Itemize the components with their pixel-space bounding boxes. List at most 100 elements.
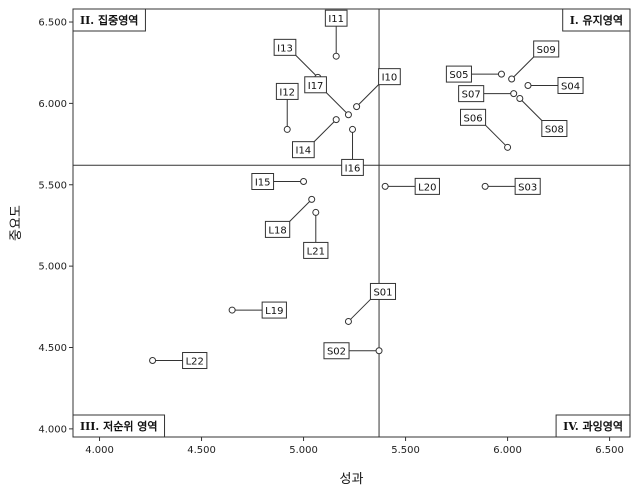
point-label: L21 (307, 246, 325, 257)
x-tick-label: 6.500 (595, 445, 624, 456)
x-tick-label: 6.000 (493, 445, 522, 456)
point-label: S01 (373, 287, 392, 298)
point-label-box (292, 141, 315, 159)
point-label-box (182, 352, 208, 370)
point-marker (344, 317, 352, 325)
leader-line (485, 124, 508, 148)
quadrant-labels: II. 집중영역 I. 유지영역 III. 저순위 영역 IV. 과잉영역 (72, 8, 631, 438)
point-label-box (323, 342, 350, 360)
point-label-box (445, 65, 472, 83)
point-label-box (261, 301, 287, 319)
point-label-box (378, 68, 401, 86)
plot-area (72, 8, 631, 438)
point-label-box (541, 120, 568, 138)
point-marker (504, 143, 512, 151)
leader-line (348, 299, 371, 322)
data-point-i17: I17 (304, 76, 352, 119)
point-label-box (341, 158, 364, 176)
y-tick-label: 4.500 (38, 343, 67, 354)
quadrant-label-box (562, 8, 631, 32)
point-marker (308, 195, 316, 203)
x-tick-label: 5.000 (289, 445, 318, 456)
point-marker (375, 347, 383, 355)
data-point-s09: S09 (508, 40, 560, 83)
point-label: L22 (186, 357, 204, 368)
data-point-i15: I15 (251, 173, 308, 191)
point-label-box (324, 9, 348, 27)
data-point-i11: I11 (324, 9, 348, 60)
point-marker (344, 111, 352, 119)
data-point-l19: L19 (228, 301, 287, 319)
point-marker (312, 208, 320, 216)
point-label: I10 (382, 73, 398, 84)
point-label-box (304, 76, 327, 94)
point-label-box (514, 177, 541, 195)
y-tick-label: 4.000 (38, 424, 67, 435)
quadrant-label-box (72, 8, 146, 32)
point-label-box (251, 173, 275, 191)
point-label-box (369, 282, 397, 300)
data-points: I11 I13 I10 I17 I12 I14 I16 S09 S05 S04 S07 S08 S06 I… (149, 9, 584, 370)
point-label: S07 (462, 90, 481, 101)
point-label: I16 (345, 163, 361, 174)
data-point-l18: L18 (264, 195, 316, 238)
point-marker (516, 95, 524, 103)
data-point-l20: L20 (381, 177, 440, 195)
y-tick-label: 6.500 (38, 18, 67, 29)
x-tick-label: 4.000 (85, 445, 114, 456)
point-marker (524, 81, 532, 89)
point-label-box (414, 177, 440, 195)
point-label: L20 (418, 182, 436, 193)
point-label: I14 (296, 146, 312, 157)
point-label-box (275, 82, 299, 100)
data-point-s08: S08 (516, 95, 568, 138)
point-label-box (303, 241, 329, 259)
point-label-box (533, 40, 560, 58)
point-label-box (273, 38, 297, 56)
point-label: S09 (537, 45, 556, 56)
leader-line (326, 92, 349, 116)
point-label: I12 (279, 87, 295, 98)
point-marker (353, 103, 361, 111)
data-point-s07: S07 (458, 85, 518, 103)
point-marker (149, 357, 157, 365)
data-point-i12: I12 (275, 82, 299, 133)
x-tick-label: 5.500 (391, 445, 420, 456)
leader-line (313, 119, 337, 143)
data-point-i10: I10 (353, 68, 401, 111)
point-label-box (557, 76, 584, 94)
data-point-l22: L22 (149, 352, 208, 370)
data-point-i14: I14 (292, 116, 340, 159)
data-point-s06: S06 (460, 108, 512, 151)
data-point-s03: S03 (481, 177, 541, 195)
data-point-s02: S02 (323, 342, 383, 360)
y-axis-label: 중요도 (9, 205, 24, 241)
point-label: I11 (328, 14, 344, 25)
point-label: S04 (561, 81, 580, 92)
point-label: S05 (449, 70, 468, 81)
data-point-s05: S05 (445, 65, 505, 83)
leader-line (519, 98, 543, 121)
point-label: I17 (308, 81, 324, 92)
tick-layer: 4.000 4.500 5.000 5.500 6.000 6.500 4.000 4.500… (38, 18, 624, 456)
point-marker (283, 125, 291, 133)
data-point-s01: S01 (344, 282, 397, 325)
point-label: I15 (255, 178, 271, 189)
quadrant-label: I. 유지영역 (570, 13, 623, 27)
point-marker (332, 52, 340, 60)
leader-line (295, 54, 319, 78)
y-tick-label: 5.000 (38, 262, 67, 273)
point-marker (508, 75, 516, 83)
point-marker (228, 306, 236, 314)
data-point-s04: S04 (524, 76, 584, 94)
point-marker (349, 125, 357, 133)
quadrant-label-box (72, 414, 166, 438)
point-marker (497, 70, 505, 78)
leader-line (511, 56, 535, 80)
point-label-box (458, 85, 485, 103)
quadrant-label: II. 집중영역 (80, 13, 138, 27)
quadrant-label-box (555, 414, 631, 438)
point-label: I13 (277, 43, 293, 54)
leader-line (289, 199, 313, 222)
